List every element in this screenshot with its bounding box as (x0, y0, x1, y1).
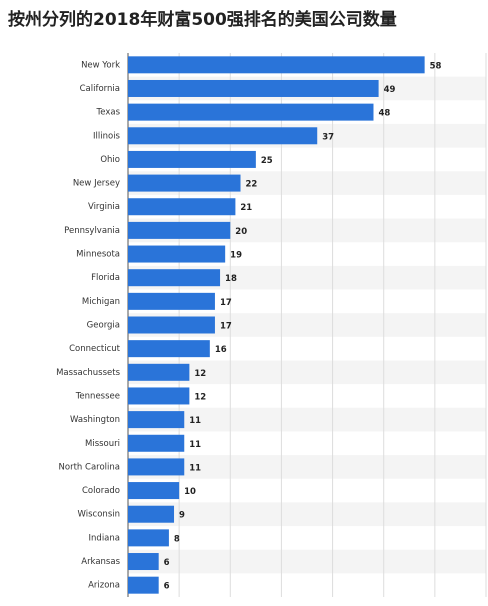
value-label: 58 (430, 61, 442, 71)
y-tick-label: Missouri (85, 439, 120, 449)
value-label: 9 (179, 511, 185, 521)
y-tick-label: Ohio (100, 155, 120, 165)
value-label: 18 (225, 274, 237, 284)
y-tick-label: Arizona (88, 581, 120, 591)
value-label: 48 (378, 109, 390, 119)
y-tick-label: Minnesota (76, 250, 120, 260)
value-label: 11 (189, 416, 201, 426)
y-tick-label: Indiana (89, 533, 120, 543)
row-band (128, 549, 486, 574)
y-tick-label: Illinois (93, 131, 121, 141)
value-label: 12 (194, 369, 206, 379)
value-label: 8 (174, 534, 180, 544)
y-tick-label: New York (81, 60, 120, 70)
row-band (128, 502, 486, 527)
bar (128, 576, 159, 594)
value-label: 19 (230, 251, 242, 261)
bar (128, 529, 169, 547)
value-label: 17 (220, 322, 232, 332)
bar (128, 482, 180, 500)
bar (128, 316, 215, 334)
bar (128, 458, 185, 476)
row-band (128, 407, 486, 432)
y-tick-label: Tennessee (75, 391, 120, 401)
value-label: 10 (184, 487, 196, 497)
y-tick-label: Connecticut (69, 344, 121, 354)
value-label: 6 (164, 582, 170, 592)
bar (128, 387, 190, 405)
bar (128, 292, 215, 310)
value-label: 11 (189, 463, 201, 473)
row-band (128, 360, 486, 385)
value-label: 20 (235, 227, 247, 237)
bar (128, 245, 226, 263)
value-label: 17 (220, 298, 232, 308)
bar (128, 434, 185, 452)
bar (128, 174, 241, 192)
y-tick-label: Wisconsin (78, 510, 120, 520)
y-tick-label: Arkansas (81, 557, 120, 567)
y-tick-label: New Jersey (73, 179, 120, 189)
value-label: 16 (215, 345, 227, 355)
value-label: 6 (164, 558, 170, 568)
y-tick-label: Georgia (87, 321, 120, 331)
value-label: 11 (189, 440, 201, 450)
value-label: 12 (194, 392, 206, 402)
value-label: 25 (261, 156, 273, 166)
bar (128, 103, 374, 121)
value-label: 21 (240, 203, 252, 213)
bar (128, 150, 256, 168)
bar (128, 269, 221, 287)
y-tick-label: Virginia (88, 202, 120, 212)
bar (128, 411, 185, 429)
y-tick-label: California (80, 84, 120, 94)
y-tick-label: North Carolina (59, 462, 120, 472)
value-label: 22 (246, 180, 258, 190)
row-band (128, 313, 486, 337)
chart-title: 按州分列的2018年财富500强排名的美国公司数量 (8, 9, 397, 30)
row-band (128, 455, 486, 479)
bar (128, 553, 159, 571)
bar (128, 198, 236, 216)
y-tick-label: Washington (70, 415, 120, 425)
y-tick-label: Colorado (82, 486, 120, 496)
y-tick-label: Florida (91, 273, 120, 283)
y-tick-label: Massachussets (56, 368, 120, 378)
value-label: 37 (322, 132, 334, 142)
bar (128, 56, 425, 74)
bar (128, 505, 175, 523)
bar (128, 127, 318, 145)
bar (128, 79, 379, 97)
bar (128, 221, 231, 239)
y-tick-label: Pennsylvania (64, 226, 120, 236)
bar (128, 363, 190, 381)
value-label: 49 (384, 85, 396, 95)
y-tick-label: Texas (96, 108, 121, 118)
y-tick-label: Michigan (82, 297, 120, 307)
bar (128, 340, 210, 358)
